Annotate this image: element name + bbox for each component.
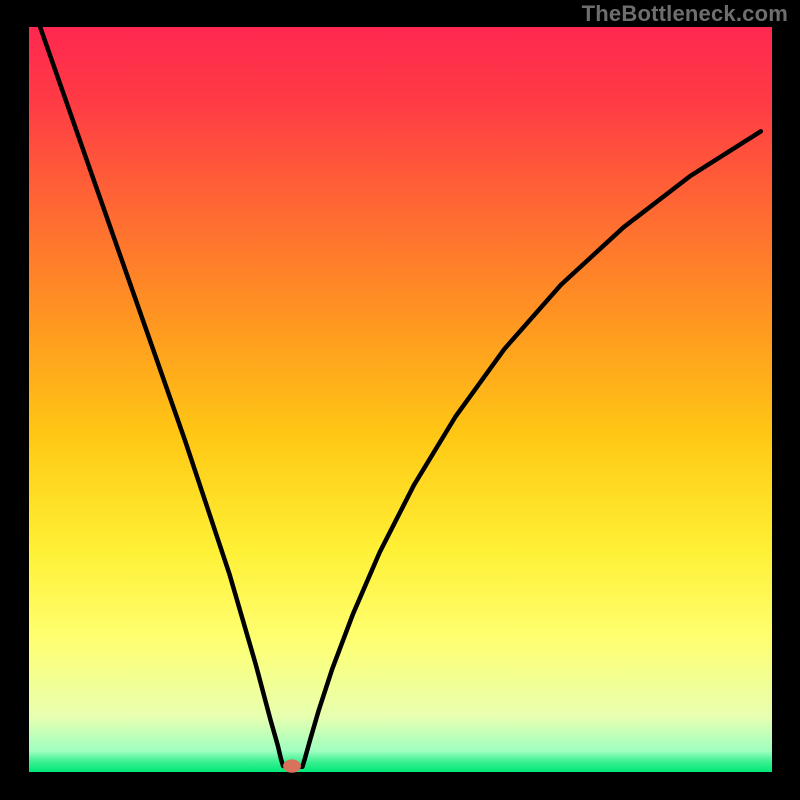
plot-background [29,27,772,772]
watermark-text: TheBottleneck.com [582,1,788,27]
dip-marker [283,759,301,772]
chart-container: TheBottleneck.com [0,0,800,800]
bottleneck-chart [0,0,800,800]
